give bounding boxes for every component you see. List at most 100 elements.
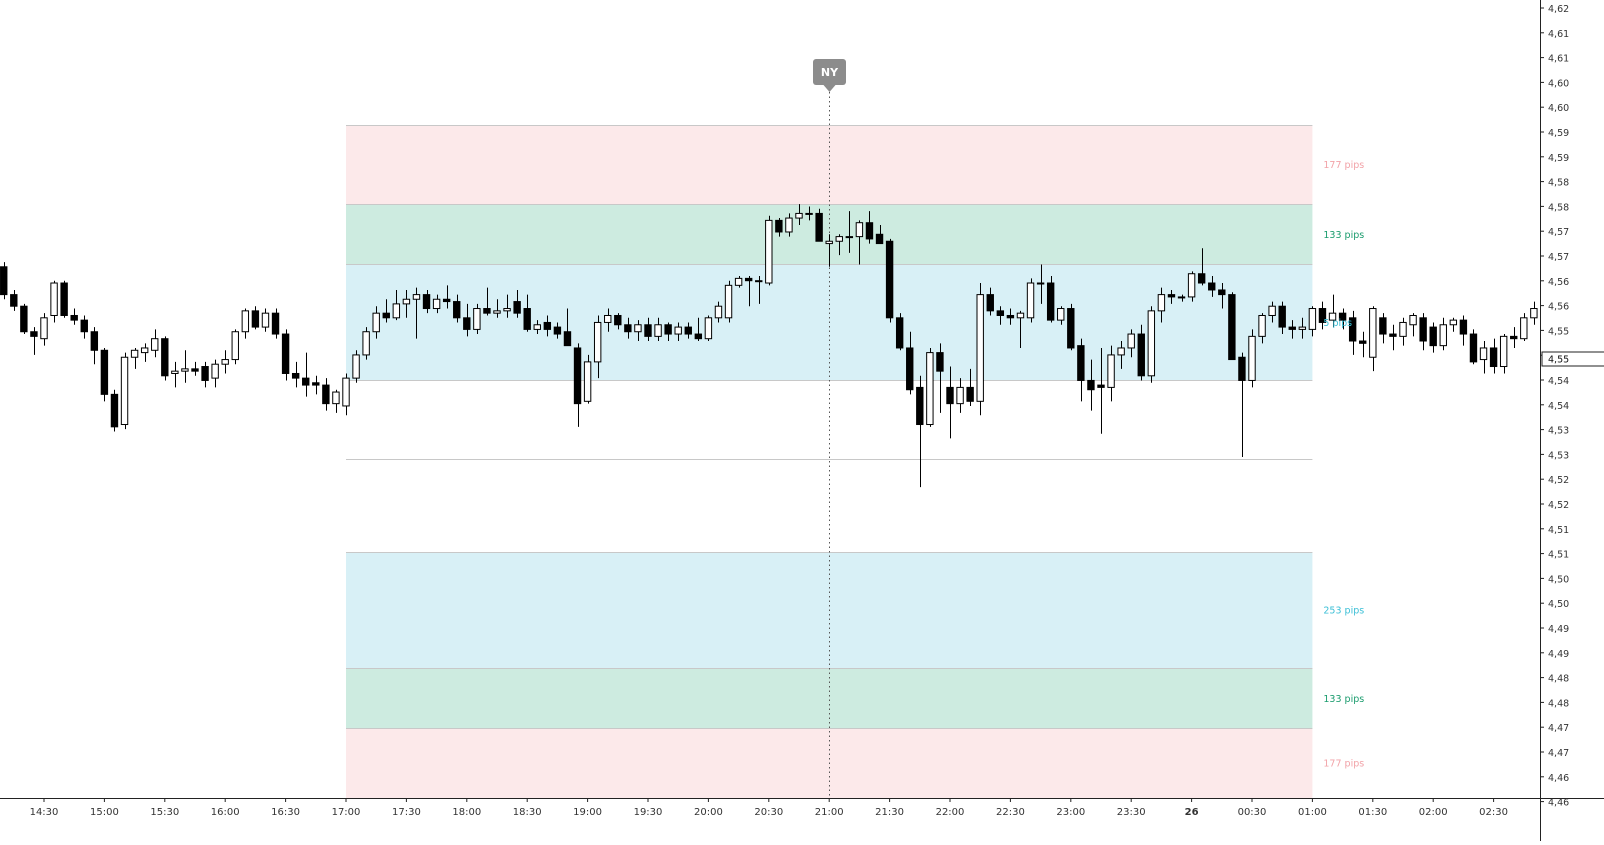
candle[interactable] [382, 299, 390, 323]
candle[interactable] [553, 322, 562, 339]
candle[interactable] [100, 347, 109, 402]
candle[interactable] [1147, 306, 1156, 383]
candle[interactable] [1268, 301, 1276, 323]
candle[interactable] [664, 322, 672, 342]
candle[interactable] [1087, 359, 1095, 411]
candle[interactable] [1338, 308, 1347, 330]
candle[interactable] [483, 287, 491, 316]
candle[interactable] [1369, 306, 1377, 372]
candle[interactable] [604, 308, 612, 332]
candle[interactable] [946, 366, 954, 439]
candle[interactable] [302, 352, 310, 397]
candle[interactable] [916, 375, 924, 488]
candle[interactable] [342, 373, 350, 416]
candle[interactable] [120, 352, 129, 430]
candle[interactable] [140, 343, 149, 362]
candle[interactable] [825, 234, 833, 267]
candle[interactable] [543, 315, 552, 337]
candle[interactable] [60, 280, 68, 318]
candle[interactable] [1137, 324, 1145, 381]
candle[interactable] [1006, 308, 1015, 325]
candle[interactable] [50, 280, 58, 323]
candle[interactable] [221, 350, 229, 374]
candle[interactable] [40, 313, 48, 346]
candle[interactable] [1348, 310, 1357, 355]
candle[interactable] [976, 283, 984, 416]
candle[interactable] [1510, 327, 1518, 348]
candle[interactable] [734, 276, 743, 288]
candle[interactable] [1258, 313, 1266, 344]
candle[interactable] [1046, 276, 1055, 323]
candle[interactable] [1026, 278, 1035, 323]
candle[interactable] [80, 315, 88, 339]
candle[interactable] [1449, 317, 1458, 332]
candle[interactable] [1469, 329, 1478, 365]
candle[interactable] [1439, 317, 1447, 351]
candle[interactable] [1057, 306, 1065, 325]
candle[interactable] [1328, 294, 1337, 328]
candle[interactable] [1419, 313, 1427, 351]
candle[interactable] [523, 294, 531, 332]
candle[interactable] [241, 308, 250, 339]
candle[interactable] [362, 327, 370, 360]
candle[interactable] [1489, 338, 1498, 374]
candle[interactable] [422, 289, 431, 314]
candle[interactable] [744, 276, 753, 307]
candle[interactable] [1278, 301, 1286, 335]
candle[interactable] [936, 343, 944, 413]
candle[interactable] [1127, 329, 1135, 358]
candle[interactable] [755, 276, 763, 304]
candle[interactable] [291, 361, 300, 388]
candle[interactable] [513, 289, 521, 318]
candle[interactable] [493, 299, 501, 318]
candle[interactable] [130, 347, 139, 369]
candle[interactable] [1228, 292, 1236, 361]
candle[interactable] [1077, 338, 1085, 402]
candle[interactable] [181, 350, 189, 383]
candle[interactable] [281, 329, 290, 381]
candle[interactable] [251, 306, 260, 330]
candle[interactable] [1399, 317, 1407, 346]
candle[interactable] [453, 294, 461, 323]
candle[interactable] [70, 308, 78, 325]
candle[interactable] [775, 218, 783, 237]
candle[interactable] [1379, 313, 1387, 344]
candle[interactable] [1238, 352, 1246, 457]
candle[interactable] [1187, 271, 1196, 302]
candle[interactable] [1167, 289, 1176, 304]
candle[interactable] [171, 361, 179, 388]
candle[interactable] [442, 285, 451, 309]
candle[interactable] [644, 317, 652, 342]
candle[interactable] [865, 211, 874, 244]
candle[interactable] [563, 308, 572, 347]
candle[interactable] [765, 215, 773, 286]
candle[interactable] [191, 361, 199, 376]
candle[interactable] [1157, 287, 1166, 323]
candle[interactable] [1389, 324, 1397, 351]
candle[interactable] [624, 317, 632, 339]
candle[interactable] [855, 220, 864, 265]
candle[interactable] [875, 225, 884, 245]
candle[interactable] [473, 303, 481, 335]
candle[interactable] [201, 361, 209, 388]
candle[interactable] [1318, 301, 1327, 330]
candle[interactable] [573, 343, 582, 427]
candle[interactable] [372, 306, 380, 339]
candle[interactable] [583, 354, 592, 404]
candle[interactable] [684, 322, 692, 339]
candle[interactable] [986, 287, 994, 316]
candle[interactable] [1359, 331, 1367, 358]
candle[interactable] [1107, 345, 1115, 402]
candle[interactable] [714, 301, 723, 323]
candle[interactable] [392, 289, 401, 321]
candle[interactable] [463, 303, 471, 337]
candle[interactable] [151, 329, 159, 358]
candle[interactable] [322, 378, 330, 411]
candle[interactable] [654, 317, 662, 342]
candle[interactable] [674, 322, 682, 342]
candle[interactable] [1479, 341, 1488, 374]
candle[interactable] [432, 294, 441, 314]
candle[interactable] [271, 308, 280, 339]
